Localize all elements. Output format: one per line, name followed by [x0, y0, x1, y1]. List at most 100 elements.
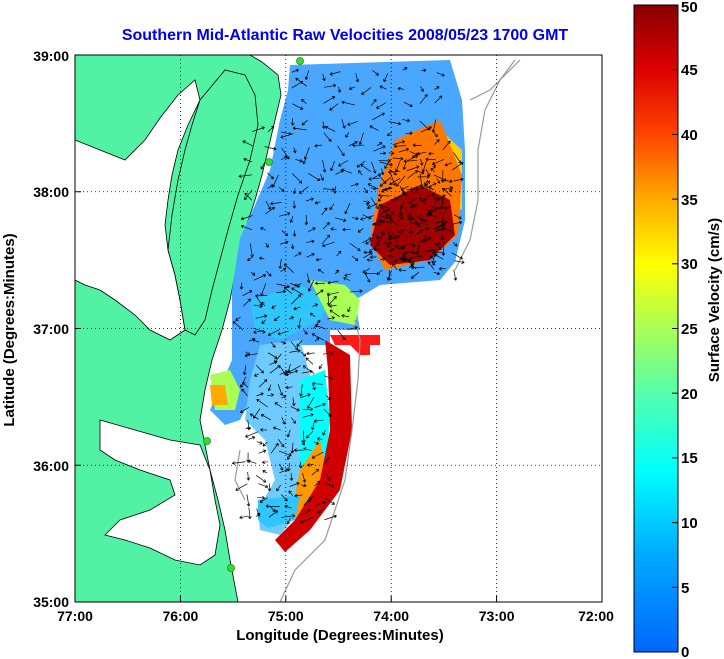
current-arrow	[313, 419, 324, 423]
current-arrow	[434, 139, 440, 145]
current-arrow	[388, 214, 393, 220]
current-arrow	[428, 205, 434, 214]
current-arrow	[423, 234, 428, 242]
current-arrow	[351, 255, 359, 262]
current-arrow	[443, 186, 453, 190]
current-arrow	[414, 221, 428, 225]
current-arrow	[276, 484, 281, 492]
current-arrow	[431, 250, 444, 255]
station-marker	[296, 57, 304, 65]
current-arrow	[289, 215, 294, 223]
current-arrow	[343, 276, 351, 281]
bathymetry-contours	[234, 59, 521, 602]
current-arrow	[389, 219, 398, 226]
colorbar-tick-label: 50	[681, 0, 698, 16]
current-arrow	[302, 159, 307, 165]
current-arrow	[246, 471, 251, 481]
current-arrow	[322, 222, 330, 230]
current-arrow	[376, 102, 387, 109]
current-arrow	[238, 174, 253, 179]
current-arrow	[267, 329, 281, 336]
current-arrow	[402, 190, 408, 197]
current-arrow	[379, 215, 389, 220]
current-arrow	[265, 270, 272, 277]
current-arrow	[314, 402, 326, 408]
current-arrow	[330, 161, 336, 172]
current-arrow	[261, 301, 266, 307]
current-arrow	[380, 257, 386, 261]
current-arrow	[325, 394, 331, 401]
current-arrow	[307, 279, 314, 292]
current-arrow	[362, 237, 372, 243]
current-arrow	[416, 151, 427, 156]
current-arrow	[283, 263, 294, 273]
current-arrow	[291, 294, 302, 305]
current-arrow	[294, 283, 302, 287]
current-arrow	[323, 96, 336, 104]
current-arrow	[383, 73, 389, 83]
current-arrow	[260, 227, 266, 231]
current-arrow	[452, 242, 458, 247]
colorbar-tick-label: 5	[681, 580, 689, 597]
current-arrow	[400, 185, 409, 191]
colorbar-tick-label: 35	[681, 192, 698, 209]
current-arrow	[402, 118, 410, 123]
current-arrow	[434, 95, 443, 104]
current-arrow	[396, 214, 404, 220]
colorbar-tick-label: 0	[681, 644, 689, 659]
current-arrow	[350, 182, 359, 187]
current-arrow	[274, 315, 280, 322]
current-arrow	[370, 197, 379, 210]
current-arrow	[433, 196, 440, 201]
current-arrow	[270, 341, 276, 348]
current-arrow	[325, 472, 331, 482]
current-arrow	[380, 151, 387, 156]
current-arrow	[299, 186, 309, 194]
current-arrow	[249, 413, 259, 420]
current-arrow	[403, 159, 418, 163]
current-arrow	[262, 460, 268, 465]
current-arrow	[381, 206, 389, 217]
current-arrow	[321, 234, 331, 245]
current-arrow	[329, 103, 339, 111]
current-arrow	[437, 205, 445, 210]
current-arrow	[255, 293, 268, 298]
current-arrow	[361, 87, 372, 95]
current-arrow	[322, 351, 334, 355]
current-arrow	[281, 155, 288, 160]
current-arrow	[444, 179, 453, 184]
current-arrow	[405, 131, 413, 136]
current-arrow	[407, 230, 414, 235]
current-arrow	[451, 220, 463, 225]
current-arrow	[372, 173, 382, 179]
current-arrow	[303, 329, 308, 335]
current-arrow	[244, 353, 258, 358]
current-arrow	[386, 240, 390, 248]
current-arrow	[307, 397, 315, 409]
current-arrow	[443, 206, 452, 210]
current-arrow	[392, 140, 406, 145]
current-arrow	[318, 363, 323, 370]
current-arrow	[247, 256, 253, 262]
current-arrow	[253, 274, 267, 281]
current-arrow	[312, 381, 323, 386]
current-arrow	[293, 147, 297, 154]
current-arrow	[305, 357, 314, 365]
current-arrow	[440, 170, 445, 183]
current-arrow	[287, 462, 291, 472]
current-arrow	[239, 515, 249, 520]
current-arrow	[402, 67, 408, 71]
current-arrow	[376, 142, 383, 147]
current-arrow	[265, 200, 271, 210]
x-tick-label: 73:00	[479, 608, 515, 624]
current-arrow	[268, 510, 279, 518]
current-arrow	[281, 514, 296, 518]
current-arrow	[399, 258, 411, 262]
current-arrow	[240, 224, 253, 231]
current-arrow	[281, 147, 290, 160]
current-arrow	[389, 177, 401, 186]
current-arrow	[401, 258, 408, 263]
current-arrow	[292, 230, 297, 237]
current-arrow	[434, 227, 444, 232]
current-arrow	[349, 242, 361, 252]
